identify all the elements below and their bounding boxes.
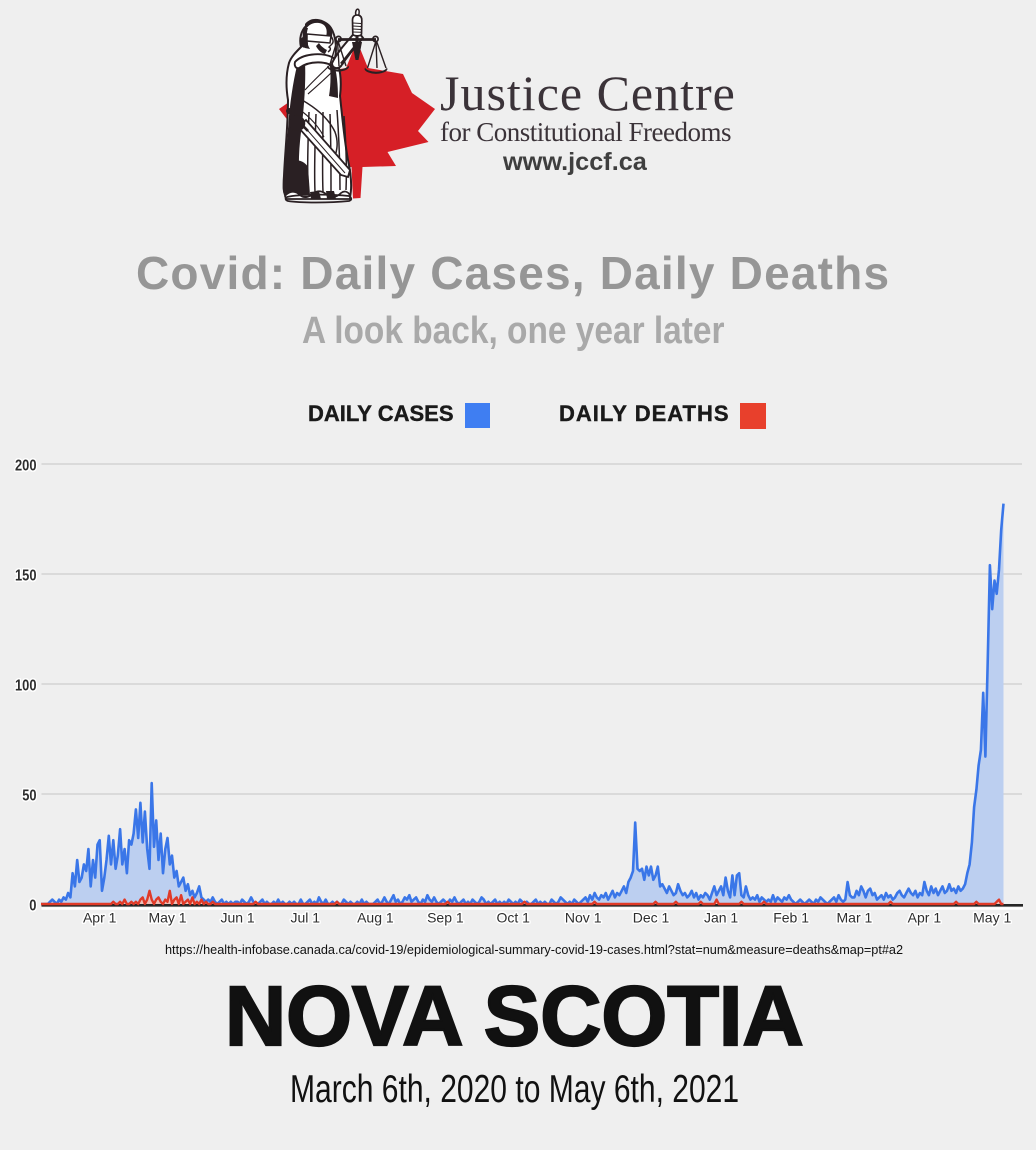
svg-text:Nov 1: Nov 1: [565, 910, 602, 926]
svg-text:Apr 1: Apr 1: [908, 910, 942, 926]
svg-text:50: 50: [22, 787, 36, 804]
svg-text:Dec 1: Dec 1: [633, 910, 670, 926]
svg-text:May 1: May 1: [973, 910, 1011, 926]
svg-text:100: 100: [15, 677, 37, 694]
svg-text:Feb 1: Feb 1: [773, 910, 809, 926]
svg-text:Apr 1: Apr 1: [83, 910, 117, 926]
svg-text:May 1: May 1: [148, 910, 186, 926]
svg-text:0: 0: [29, 897, 36, 914]
svg-text:Jul 1: Jul 1: [291, 910, 321, 926]
svg-text:Sep 1: Sep 1: [427, 910, 464, 926]
svg-text:200: 200: [15, 457, 37, 474]
svg-text:Jan 1: Jan 1: [704, 910, 738, 926]
svg-text:Oct 1: Oct 1: [496, 910, 530, 926]
svg-text:Mar 1: Mar 1: [837, 910, 873, 926]
svg-text:Jun 1: Jun 1: [220, 910, 254, 926]
svg-text:Aug 1: Aug 1: [357, 910, 394, 926]
svg-text:150: 150: [15, 567, 37, 584]
